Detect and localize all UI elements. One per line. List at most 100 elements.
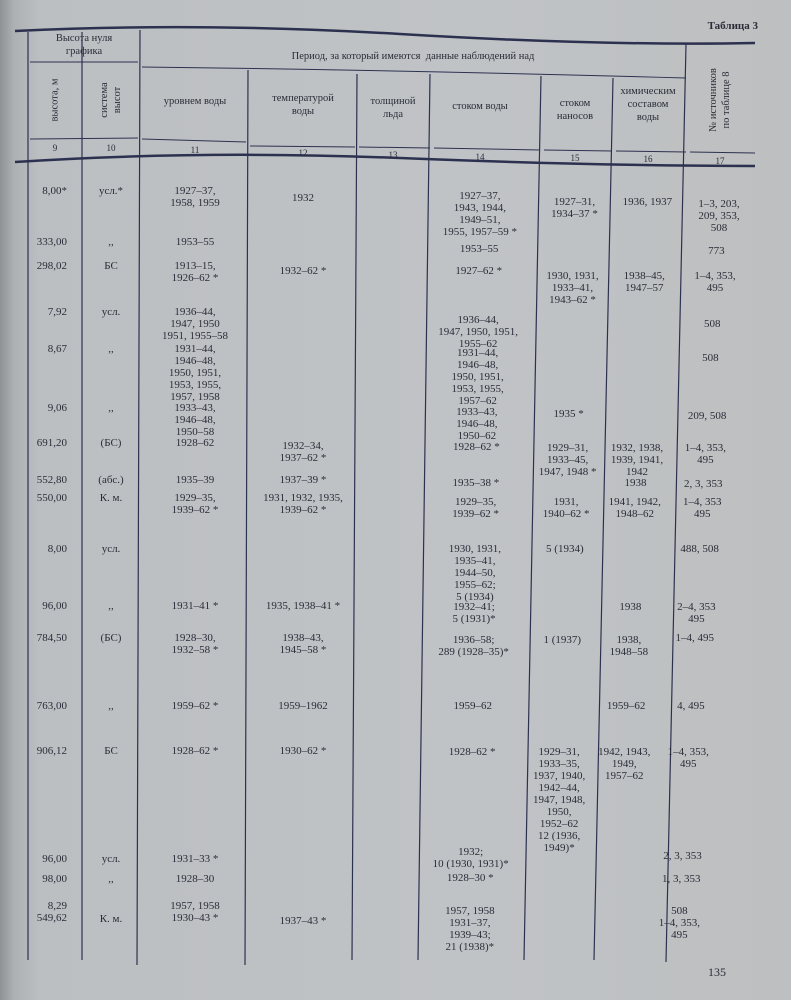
cell-water-runoff: 1928–62 *	[448, 746, 496, 758]
column-number-10: 10	[106, 143, 116, 153]
cell-sources: 508	[702, 352, 719, 364]
cell-height: 8,29 549,62	[36, 900, 67, 924]
cell-system: усл.	[101, 543, 121, 555]
cell-water-temp: 1938–43, 1945–58 *	[279, 632, 327, 656]
cell-height: 9,06	[47, 402, 67, 414]
cell-sources: 508	[704, 318, 721, 330]
cell-sources: 2–4, 353 495	[677, 601, 716, 625]
cell-sources: 488, 508	[680, 543, 719, 555]
cell-water-temp: 1931, 1932, 1935, 1939–62 *	[263, 492, 343, 516]
cell-water-level: 1928–30	[175, 873, 215, 885]
cell-water-temp: 1932	[292, 192, 314, 204]
column-number-17: 17	[715, 156, 725, 166]
column-header-12: температурой воды	[272, 93, 334, 117]
cell-height: 8,00*	[42, 185, 67, 197]
column-number-11: 11	[190, 145, 200, 155]
column-number-15: 15	[570, 153, 580, 163]
cell-chemistry: 1938, 1948–58	[609, 634, 649, 658]
column-number-16: 16	[643, 154, 653, 164]
cell-system: БС	[104, 260, 118, 272]
column-header-17: № источников по таблице 8	[708, 68, 732, 132]
cell-system: К. м.	[99, 913, 123, 925]
cell-sediment-runoff: 1927–31, 1934–37 *	[551, 196, 598, 220]
cell-water-temp: 1935, 1938–41 *	[265, 600, 341, 612]
column-number-9: 9	[52, 143, 58, 153]
cell-height: 8,67	[47, 343, 67, 355]
cell-height: 98,00	[42, 873, 67, 885]
page-number: 135	[708, 965, 726, 979]
cell-water-runoff: 1932–41; 5 (1931)*	[452, 601, 496, 625]
cell-water-temp: 1932–34, 1937–62 *	[279, 440, 327, 464]
cell-sources: 773	[708, 245, 725, 257]
cell-height: 691,20	[36, 437, 67, 449]
cell-water-level: 1931–44, 1946–48, 1950, 1951, 1953, 1955…	[168, 343, 222, 403]
cell-water-level: 1935–39	[175, 474, 215, 486]
cell-water-runoff: 1928–30 *	[446, 872, 494, 884]
column-number-13: 13	[388, 150, 398, 160]
cell-system: ,,	[108, 700, 114, 712]
cell-water-level: 1931–33 *	[171, 853, 219, 865]
cell-system: усл.	[101, 306, 121, 318]
column-header-16: химическим составом воды	[620, 86, 676, 123]
cell-sources: 209, 508	[687, 410, 727, 422]
cell-water-level: 1953–55	[175, 236, 215, 248]
cell-water-runoff: 1936–44, 1947, 1950, 1951, 1955–62	[438, 314, 518, 350]
cell-system: ,,	[108, 600, 114, 612]
cell-water-runoff: 1931–44, 1946–48, 1950, 1951, 1953, 1955…	[451, 347, 504, 407]
column-header-10: система высот	[99, 82, 123, 118]
cell-sediment-runoff: 1930, 1931, 1933–41, 1943–62 *	[546, 270, 599, 306]
cell-chemistry: 1938	[619, 601, 642, 613]
cell-chemistry: 1942, 1943, 1949, 1957–62	[598, 746, 651, 782]
cell-water-level: 1928–62	[175, 437, 215, 449]
cell-sediment-runoff: 1935 *	[553, 408, 584, 420]
cell-system: ,,	[108, 402, 114, 414]
cell-height: 763,00	[36, 700, 67, 712]
cell-water-runoff: 1933–43, 1946–48, 1950–62	[456, 406, 498, 442]
cell-water-level: 1928–30, 1932–58 *	[171, 632, 219, 656]
cell-height: 96,00	[42, 853, 67, 865]
cell-water-runoff: 1929–35, 1939–62 *	[452, 496, 499, 520]
cell-sources: 1–4, 353 495	[683, 496, 722, 520]
cell-sediment-runoff: 5 (1934)	[546, 543, 584, 555]
cell-height: 333,00	[36, 236, 67, 248]
cell-height: 550,00	[36, 492, 67, 504]
cell-water-temp: 1959–1962	[278, 700, 328, 712]
cell-sources: 1–3, 203, 209, 353, 508	[698, 198, 740, 234]
cell-height: 906,12	[36, 745, 67, 757]
table-title: Таблица 3	[707, 20, 758, 32]
cell-system: К. м.	[99, 492, 123, 504]
cell-system: усл.*	[98, 185, 124, 197]
cell-water-temp: 1932–62 *	[279, 265, 327, 277]
cell-system: ,,	[108, 873, 114, 885]
header-group-height: Высота нуля графика	[55, 33, 113, 57]
cell-chemistry: 1941, 1942, 1948–62	[608, 496, 661, 520]
cell-chemistry: 1938–45, 1947–57	[623, 270, 665, 294]
cell-sources: 4, 495	[677, 700, 705, 712]
cell-water-temp: 1930–62 *	[279, 745, 327, 757]
cell-water-level: 1957, 1958 1930–43 *	[170, 900, 220, 924]
cell-water-runoff: 1927–62 *	[455, 265, 503, 277]
cell-water-runoff: 1930, 1931, 1935–41, 1944–50, 1955–62; 5…	[448, 543, 502, 603]
cell-water-level: 1936–44, 1947, 1950 1951, 1955–58	[162, 306, 228, 342]
cell-system: усл.	[101, 853, 121, 865]
cell-water-level: 1913–15, 1926–62 *	[171, 260, 219, 284]
cell-sediment-runoff: 1929–31, 1933–45, 1947, 1948 *	[538, 442, 597, 478]
cell-water-level: 1933–43, 1946–48, 1950–58	[174, 402, 216, 438]
cell-system: (абс.)	[98, 474, 124, 486]
cell-system: (БС)	[100, 437, 122, 449]
cell-water-temp: 1937–39 *	[279, 474, 327, 486]
cell-sources: 1–4, 495	[675, 632, 714, 644]
column-header-15: стоком наносов	[556, 98, 594, 122]
cell-water-level: 1959–62 *	[171, 700, 219, 712]
column-header-9: высота, м	[49, 78, 61, 122]
cell-sources: 1–4, 353, 495	[667, 746, 709, 770]
cell-sediment-runoff: 1929–31, 1933–35, 1937, 1940, 1942–44, 1…	[533, 746, 586, 854]
column-header-13: толщиной льда	[370, 96, 416, 120]
cell-water-level: 1931–41 *	[171, 600, 219, 612]
cell-sources: 508 1–4, 353, 495	[658, 905, 701, 941]
cell-water-runoff: 1932; 10 (1930, 1931)*	[432, 846, 509, 870]
cell-water-runoff: 1957, 1958 1931–37, 1939–43; 21 (1938)*	[445, 905, 495, 953]
cell-system: ,,	[108, 343, 114, 355]
column-header-11: уровнем воды	[163, 96, 227, 107]
